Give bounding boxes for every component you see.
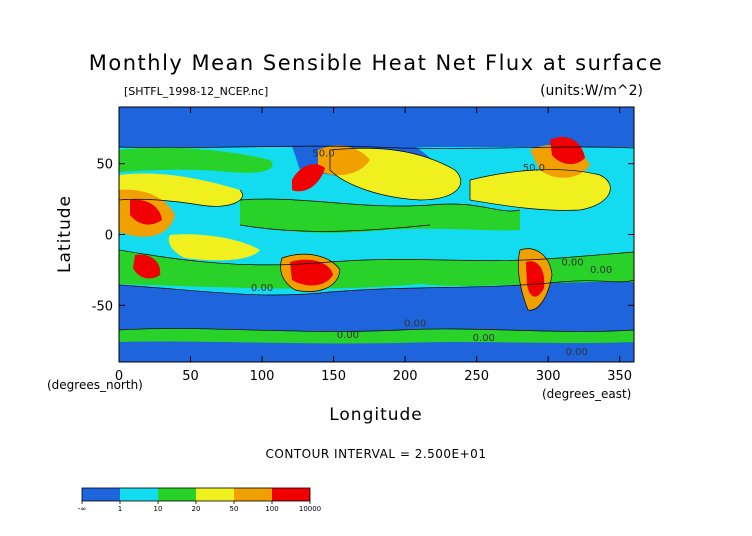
colorbar-labels: -∞ 1 10 20 50 100 10000	[78, 501, 321, 513]
contour-line	[469, 169, 611, 211]
plot-field: 50.0 0.00 0.00 0.00 0.00 0.00 0.00 0.00 50.0	[119, 107, 634, 362]
x-tick-label: 250	[464, 369, 489, 384]
x-axis-ticks: 0 50 100 150 200 250 300 350	[115, 107, 632, 384]
colorbar-swatch	[272, 488, 291, 501]
contour-label: 50.0	[523, 163, 545, 174]
y-unit-label: (degrees_north)	[47, 378, 143, 392]
colorbar-tick-label: 20	[192, 505, 201, 513]
north-pacific-red	[292, 164, 325, 192]
x-unit-label: (degrees_east)	[542, 387, 631, 401]
colorbar-tick-label: 50	[230, 505, 239, 513]
contour-label: 0.00	[590, 265, 612, 276]
colorbar-swatch	[158, 488, 177, 501]
north-pacific-orange	[318, 145, 370, 176]
y-tick-label: 0	[105, 229, 113, 244]
y-tick-label: 50	[96, 158, 113, 173]
colorbar-swatch	[101, 488, 120, 501]
africa-red	[130, 199, 162, 225]
contour-line	[329, 147, 462, 201]
contour-label: 50.0	[312, 149, 334, 160]
x-tick-label: 0	[115, 369, 123, 384]
x-tick-label: 50	[182, 369, 199, 384]
colorbar-tick-label: 10	[154, 505, 163, 513]
chart-title: Monthly Mean Sensible Heat Net Flux at s…	[89, 51, 664, 75]
colorbar-swatch	[234, 488, 253, 501]
contour-line	[119, 145, 634, 149]
y-tick-label: -50	[92, 299, 113, 314]
x-tick-label: 200	[393, 369, 418, 384]
colorbar	[81, 487, 311, 502]
north-atlantic-red	[550, 136, 585, 165]
contour-line	[119, 189, 243, 207]
contour-label: 0.00	[337, 330, 359, 341]
contour-line	[119, 328, 634, 332]
x-tick-label: 100	[250, 369, 275, 384]
contour-line	[119, 249, 634, 266]
colorbar-swatch	[196, 488, 215, 501]
colorbar-swatch	[215, 488, 234, 501]
contour-line	[517, 248, 553, 311]
australia-red	[290, 259, 333, 286]
colorbar-swatch	[82, 488, 101, 501]
south-america-red	[526, 261, 545, 297]
contour-interval-label: CONTOUR INTERVAL = 2.500E+01	[266, 447, 487, 461]
file-label: [SHTFL_1998-12_NCEP.nc]	[124, 85, 268, 98]
units-label: (units:W/m^2)	[540, 83, 643, 99]
north-atlantic-yellow	[470, 169, 611, 211]
antarctic-green-strip	[119, 328, 634, 344]
green-band-south	[119, 250, 634, 289]
contour-line	[239, 198, 521, 212]
y-axis-ticks: 50 0 -50	[92, 158, 634, 314]
eurasia-green	[119, 147, 273, 173]
contour-line	[119, 279, 634, 296]
indian-ocean-yellow	[168, 234, 260, 261]
colorbar-swatch	[291, 488, 310, 501]
colorbar-tick-label: -∞	[78, 505, 86, 513]
colorbar-swatch	[253, 488, 272, 501]
colorbar-tick-label: 100	[265, 505, 278, 513]
colorbar-swatch	[120, 488, 139, 501]
colorbar-swatch	[139, 488, 158, 501]
southern-ocean-edge	[119, 280, 634, 305]
contour-line	[280, 253, 341, 292]
contour-labels: 50.0 0.00 0.00 0.00 0.00 0.00 0.00 0.00 50.0	[251, 149, 612, 358]
colorbar-tick-label: 1	[118, 505, 122, 513]
x-tick-label: 150	[321, 369, 346, 384]
contour-label: 0.00	[251, 283, 273, 294]
colorbar-tick-label: 10000	[299, 505, 321, 513]
x-axis-label: Longitude	[329, 405, 423, 425]
x-tick-label: 300	[536, 369, 561, 384]
contour-line	[239, 224, 431, 232]
contour-label: 0.00	[404, 319, 426, 330]
tropical-green-belt	[240, 198, 520, 233]
contour-label: 0.00	[473, 333, 495, 344]
southern-africa-red	[133, 254, 161, 279]
x-tick-label: 350	[607, 369, 632, 384]
y-axis-label: Latitude	[55, 195, 75, 273]
colorbar-swatch	[177, 488, 196, 501]
contour-label: 0.00	[566, 347, 588, 358]
contour-lines	[119, 145, 634, 332]
contour-label: 0.00	[561, 258, 583, 269]
